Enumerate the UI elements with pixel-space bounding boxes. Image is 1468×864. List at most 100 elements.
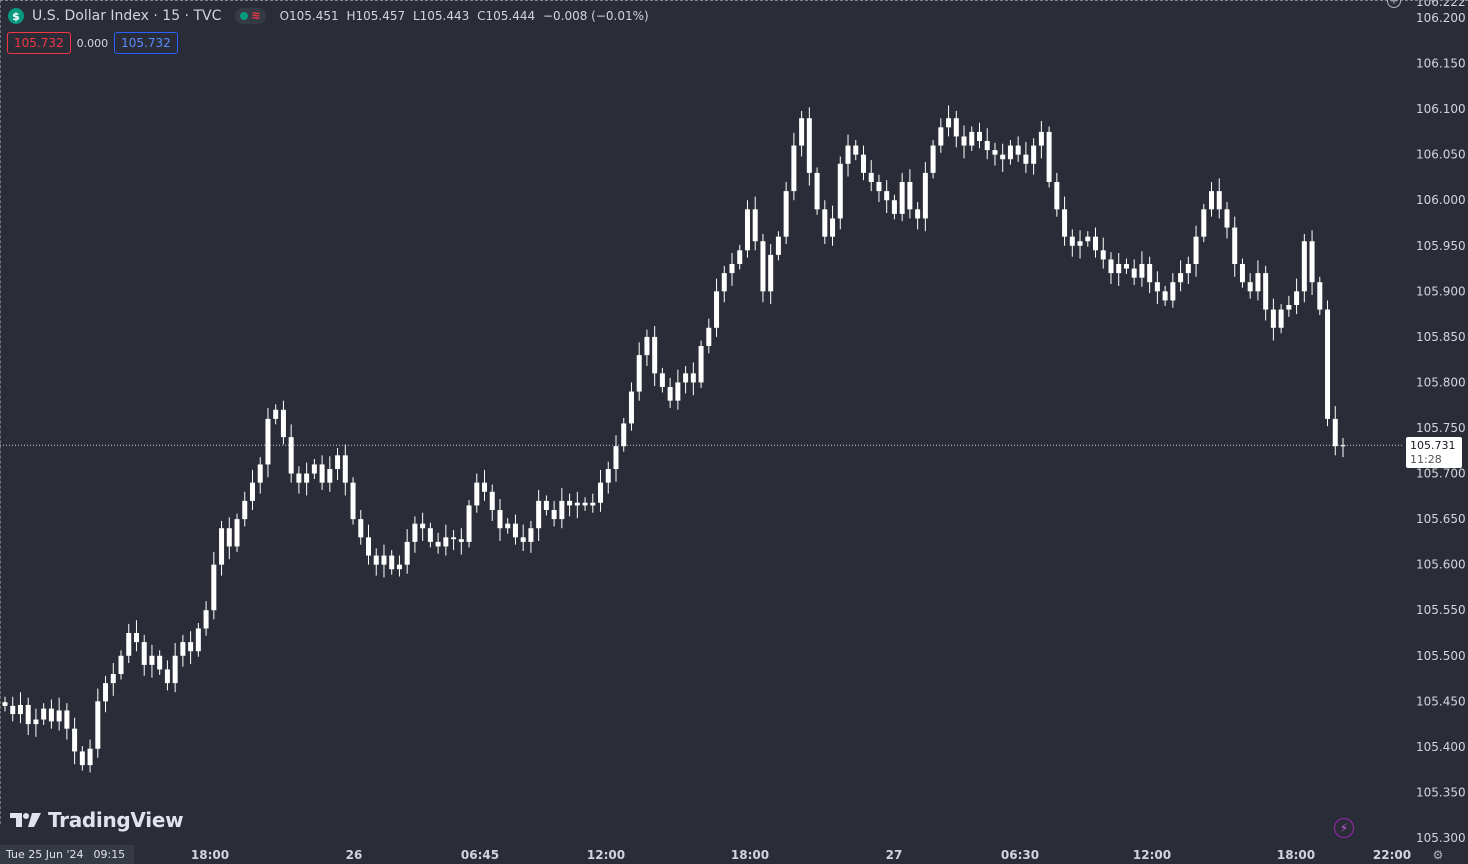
candle-body	[164, 669, 170, 684]
candle-body	[327, 469, 333, 483]
candle-body	[528, 528, 534, 542]
candle-body	[551, 510, 557, 520]
bid-button[interactable]: 105.732	[7, 32, 71, 54]
candle-body	[474, 482, 480, 506]
candle-body	[412, 523, 418, 542]
market-open-dot-icon	[240, 12, 249, 20]
ohlc-change: −0.008 (−0.01%)	[542, 9, 649, 23]
candle-body	[845, 145, 851, 164]
x-tick-label: 22:00	[1373, 848, 1411, 862]
tradingview-logo[interactable]: TradingView	[10, 808, 184, 832]
candle-body	[1038, 131, 1044, 146]
candle-body	[79, 751, 85, 766]
x-tick-label: 18:00	[191, 848, 229, 862]
tradingview-logo-icon	[10, 813, 41, 827]
candle-body	[149, 655, 155, 665]
candle-body	[87, 748, 93, 766]
y-tick-label: 105.600	[1416, 558, 1466, 572]
candle-body	[1332, 418, 1338, 447]
candle-body	[443, 537, 449, 547]
candle-body	[683, 373, 689, 383]
candle-body	[1247, 282, 1253, 292]
candle-body	[265, 418, 271, 465]
candle-body	[1108, 259, 1114, 274]
x-tick-label: 18:00	[731, 848, 769, 862]
candle-body	[1209, 191, 1215, 210]
candle-body	[783, 191, 789, 237]
candle-body	[427, 528, 433, 542]
candle-body	[574, 502, 580, 506]
candle-body	[737, 250, 743, 264]
candle-body	[110, 674, 116, 684]
ohlc-low: L105.443	[412, 9, 470, 23]
candle-body	[1046, 131, 1052, 182]
x-tick-label: 12:00	[587, 848, 625, 862]
x-tick-label: 27	[886, 848, 903, 862]
candle-body	[1185, 264, 1191, 274]
candle-body	[590, 502, 596, 506]
candle-body	[180, 642, 186, 656]
y-tick-label: 106.000	[1416, 193, 1466, 207]
ask-button[interactable]: 105.732	[114, 32, 178, 54]
candle-body	[1147, 264, 1153, 283]
candle-body	[389, 555, 395, 570]
y-tick-label: 105.550	[1416, 603, 1466, 617]
candle-body	[1023, 154, 1029, 164]
y-tick-label-top: 106.222	[1416, 0, 1466, 9]
y-tick-label: 105.850	[1416, 330, 1466, 344]
top-dashed-border	[0, 0, 1468, 1]
ohlc-close: C105.444	[477, 9, 536, 23]
candle-body	[961, 136, 967, 146]
market-status-pill[interactable]: ≋	[235, 8, 266, 24]
candle-body	[1193, 236, 1199, 264]
candle-body	[969, 131, 975, 146]
candle-body	[195, 628, 201, 652]
candle-body	[48, 708, 54, 722]
candle-body	[172, 655, 178, 684]
candle-body	[1294, 291, 1300, 305]
crosshair-date-label: Tue 25 Jun '24 09:15	[0, 845, 134, 864]
candle-body	[1139, 264, 1145, 278]
candle-body	[118, 655, 124, 674]
candle-body	[72, 728, 78, 752]
lightning-icon[interactable]: ⚡	[1334, 818, 1354, 838]
candle-body	[1224, 209, 1230, 228]
y-tick-label: 105.450	[1416, 694, 1466, 708]
candle-body	[675, 382, 681, 401]
symbol-title[interactable]: U.S. Dollar Index · 15 · TVC	[32, 8, 222, 24]
candle-body	[288, 437, 294, 474]
candle-body	[775, 236, 781, 255]
candle-body	[242, 500, 248, 520]
candle-body	[853, 145, 859, 155]
candle-body	[621, 423, 627, 447]
candle-body	[714, 291, 720, 328]
candle-body	[257, 464, 263, 483]
candle-body	[915, 209, 921, 219]
candle-body	[605, 469, 611, 483]
candle-body	[930, 145, 936, 173]
ohlc-high: H105.457	[346, 9, 406, 23]
candle-body	[489, 491, 495, 510]
settings-icon[interactable]: ⚙	[1432, 848, 1444, 862]
candle-body	[690, 373, 696, 383]
candle-body	[273, 409, 279, 419]
candle-body	[203, 610, 209, 629]
last-price-value: 105.731	[1410, 439, 1456, 452]
candle-body	[799, 118, 805, 146]
candle-body	[536, 500, 542, 529]
candle-body	[1201, 209, 1207, 237]
candle-body	[157, 655, 163, 670]
candle-body	[1255, 273, 1261, 292]
candle-body	[613, 446, 619, 469]
candle-body	[976, 131, 982, 141]
candle-body	[126, 633, 132, 656]
candle-body	[211, 564, 217, 611]
y-tick-label: 105.800	[1416, 375, 1466, 389]
candle-body	[667, 387, 673, 401]
candle-body	[1278, 309, 1284, 328]
x-tick-label: 12:00	[1133, 848, 1171, 862]
y-tick-label: 105.650	[1416, 512, 1466, 526]
ohlc-values: O105.451 H105.457 L105.443 C105.444 −0.0…	[280, 9, 653, 23]
